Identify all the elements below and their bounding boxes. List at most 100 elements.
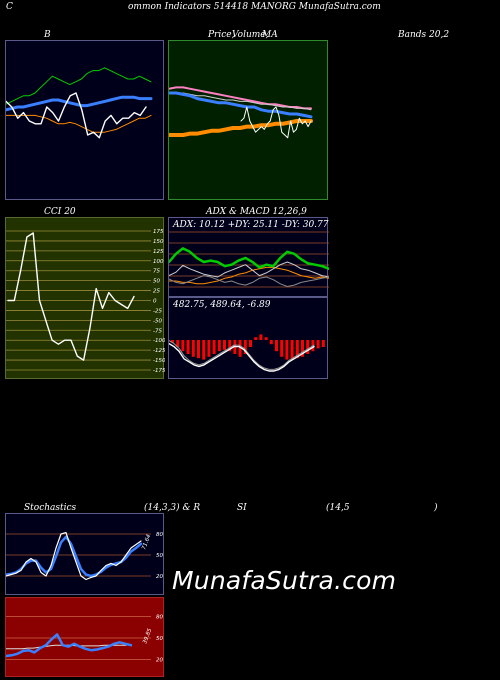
stoch-k-line <box>6 532 142 581</box>
macd-histogram-bar <box>238 340 242 357</box>
cci-tick-label: 175 <box>153 229 164 235</box>
rsi-close-label: ) <box>434 503 438 513</box>
cci-tick-label: 150 <box>153 239 164 245</box>
adx-plus-di-line <box>169 261 329 278</box>
macd-line <box>169 342 315 372</box>
stoch-tick-label: 50 <box>156 553 163 559</box>
macd-histogram-bar <box>212 340 216 354</box>
macd-histogram-bar <box>285 340 289 360</box>
bb-upper-band <box>6 67 152 105</box>
macd-histogram-bar <box>202 340 206 360</box>
macd-histogram-bar <box>217 340 221 352</box>
cci-tick-label: -75 <box>153 328 162 334</box>
macd-histogram-bar <box>176 340 180 347</box>
rsi-value-label: 39.85 <box>142 627 153 644</box>
macd-histogram-bar <box>243 340 247 354</box>
rsi-tick-label: 20 <box>156 658 163 664</box>
price-chart <box>169 86 313 139</box>
header-title: ommon Indicators 514418 MANORG MunafaSut… <box>128 2 381 12</box>
cci-tick-label: -150 <box>153 358 165 364</box>
macd-histogram-bar <box>223 340 226 350</box>
macd-histogram-bar <box>228 340 232 352</box>
macd-histogram-bar <box>264 337 268 340</box>
cci-tick-label: 125 <box>153 249 164 255</box>
bollinger-chart <box>6 67 153 139</box>
macd-histogram-bar <box>181 340 185 352</box>
macd-histogram-bar <box>290 340 294 360</box>
bb-middle-band <box>6 95 153 112</box>
cci-tick-label: 100 <box>153 259 164 265</box>
macd-histogram-bar <box>207 340 211 357</box>
macd-histogram-bar <box>249 340 252 347</box>
watermark: MunafaSutra.com <box>172 566 397 595</box>
macd-histogram-bar <box>321 340 325 347</box>
bollinger-label: B <box>44 30 51 40</box>
macd-histogram-bar <box>316 340 320 349</box>
stoch-tick-label: 80 <box>156 532 163 538</box>
stoch-params-label: (14,3,3) & R <box>144 503 201 513</box>
adx-values-label: ADX: 10.12 +DY: 25.11 -DY: 30.77 <box>173 220 329 230</box>
price-label: Price, <box>208 30 235 40</box>
rsi-panel: 80 50 20 39.85 <box>5 597 164 677</box>
adx-orange-line <box>169 266 329 285</box>
stoch-value-label: 71.64 <box>141 533 152 550</box>
stoch-label: Stochastics <box>24 503 77 513</box>
stoch-d-line <box>6 535 143 578</box>
bb-price-line <box>6 92 147 139</box>
cci-tick-label: 25 <box>153 289 160 295</box>
stoch-tick-label: 20 <box>156 574 163 580</box>
adx-minus-di-line <box>169 275 329 287</box>
cci-label: CCI 20 <box>44 207 76 217</box>
macd-signal-line <box>169 340 315 370</box>
volume-label: Volume, <box>232 30 269 40</box>
macd-chart <box>169 334 325 372</box>
cci-tick-label: -125 <box>153 348 165 354</box>
price-ma-orange <box>169 119 313 137</box>
macd-histogram-bar <box>280 340 284 357</box>
rsi-tick-label: 50 <box>156 636 163 642</box>
bollinger-panel <box>5 40 164 200</box>
macd-histogram-bar <box>186 340 190 354</box>
cci-tick-label: -50 <box>153 318 162 324</box>
adx-macd-label: ADX & MACD 12,26,9 <box>206 207 307 217</box>
macd-histogram-bar <box>259 334 263 340</box>
macd-panel: 482.75, 489.64, -6.89 <box>168 297 328 379</box>
rsi-tick-label: 80 <box>156 614 163 620</box>
macd-histogram-bar <box>306 340 310 354</box>
cci-line <box>7 232 135 361</box>
macd-histogram-bar <box>269 340 273 345</box>
price-close-line <box>240 106 312 139</box>
rsi-params-label: (14,5 <box>326 503 350 513</box>
price-ma-blue <box>169 91 313 119</box>
stoch-chart: 80 50 20 71.64 <box>6 532 163 581</box>
macd-histogram-bar <box>295 340 299 359</box>
price-panel <box>168 40 328 200</box>
macd-histogram-bar <box>197 340 200 359</box>
macd-values-label: 482.75, 489.64, -6.89 <box>173 300 271 310</box>
macd-histogram-bar <box>191 340 195 357</box>
cci-tick-label: -175 <box>153 368 165 374</box>
macd-histogram-bar <box>301 340 304 357</box>
ma-label: MA <box>262 30 278 40</box>
cci-tick-label: 0 <box>153 299 157 305</box>
bb-lower-band <box>6 114 152 133</box>
rsi-si-label: SI <box>237 503 247 513</box>
cci-tick-label: 50 <box>153 279 160 285</box>
adx-chart <box>169 231 329 288</box>
adx-panel: ADX: 10.12 +DY: 25.11 -DY: 30.77 <box>168 217 329 297</box>
macd-histogram-bar <box>275 340 278 352</box>
cci-chart: 175 150 125 100 75 50 25 0 -25 -50 -75 -100 -125 -150… <box>6 229 165 374</box>
bands-label: Bands 20,2 <box>398 30 450 40</box>
cci-tick-label: -100 <box>153 338 165 344</box>
adx-line <box>169 247 329 271</box>
cci-tick-label: 75 <box>153 269 160 275</box>
rsi-line <box>6 633 133 658</box>
price-ma-white <box>169 92 312 111</box>
stoch-panel: 80 50 20 71.64 <box>5 513 164 595</box>
cci-panel: 175 150 125 100 75 50 25 0 -25 -50 -75 -100 -125 -150… <box>5 217 165 379</box>
header-c: C <box>6 2 13 12</box>
macd-histogram-bar <box>171 340 174 343</box>
rsi-chart: 80 50 20 39.85 <box>6 614 163 664</box>
cci-tick-label: -25 <box>153 308 162 314</box>
macd-histogram-bar <box>254 337 258 340</box>
